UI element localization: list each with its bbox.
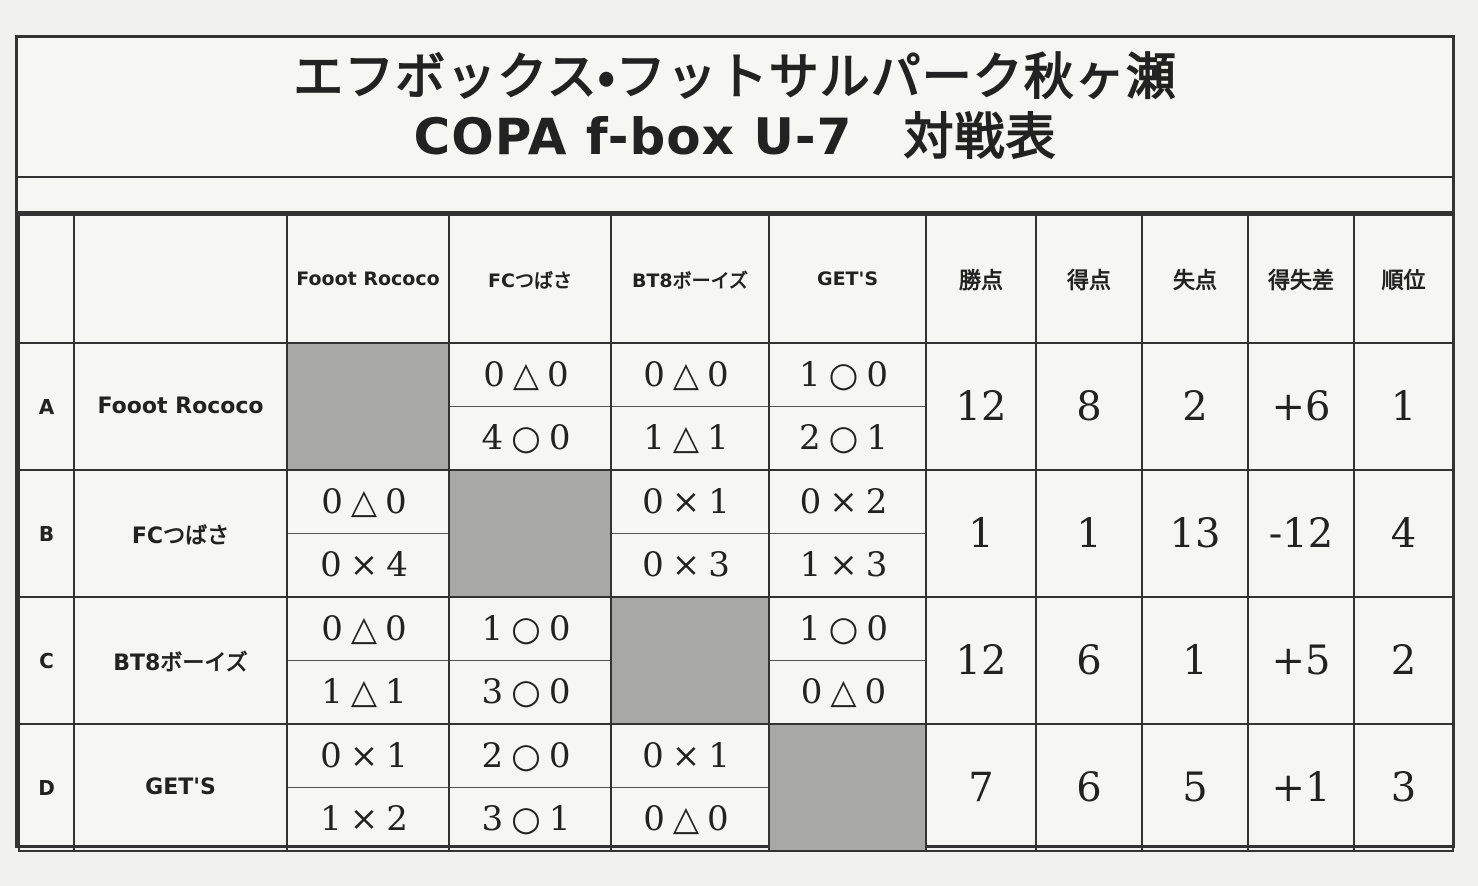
- self-match-cell: [286, 342, 450, 471]
- match-result: 4○0: [481, 418, 579, 458]
- match-result: 0△0: [288, 598, 448, 661]
- stat-value: +1: [1247, 723, 1355, 852]
- stat-value: 5: [1141, 723, 1249, 852]
- group-key: C: [18, 596, 75, 725]
- team-name: FCつばさ: [73, 469, 288, 598]
- match-cell: 1○0 2○1: [768, 342, 927, 471]
- match-result: 0×4: [320, 545, 416, 585]
- stat-value: +5: [1247, 596, 1355, 725]
- team-row: D GET'S 0×1 1×2 2○0 3○1 0×1 0△0 7 6 5 +1 3: [18, 723, 1454, 852]
- match-result: 1○0: [450, 598, 610, 661]
- match-cell: 0×1 1×2: [286, 723, 450, 852]
- group-key: D: [18, 723, 75, 852]
- match-result: 0△0: [450, 344, 610, 407]
- stat-value: 13: [1141, 469, 1249, 598]
- match-cell: 0△0 1△1: [610, 342, 770, 471]
- corner-cell: [18, 214, 75, 344]
- stat-value: 1: [1035, 469, 1143, 598]
- stat-value: 4: [1353, 469, 1454, 598]
- match-cell: 0△0 4○0: [448, 342, 612, 471]
- match-result: 0×3: [642, 545, 738, 585]
- stat-value: 12: [925, 596, 1037, 725]
- title-line: COPA f-box U-7 対戦表: [413, 108, 1057, 166]
- team-row: B FCつばさ 0△0 0×4 0×1 0×3 0×2 1×3 1 1 13 -12 4: [18, 469, 1454, 598]
- stat-header: 勝点: [925, 214, 1037, 344]
- match-result: 1△1: [643, 418, 737, 458]
- team-row: C BT8ボーイズ 0△0 1△1 1○0 3○0 1○0 0△0 12 6 1 +5 2: [18, 596, 1454, 725]
- team-header: Fooot Rococo: [286, 214, 450, 344]
- match-result: 0△0: [800, 672, 895, 712]
- match-result: 1×2: [320, 799, 416, 839]
- stat-header: 順位: [1353, 214, 1454, 344]
- match-cell: 0△0 0×4: [286, 469, 450, 598]
- title-block: エフボックス・フットサルパーク秋ヶ瀬 COPA f-box U-7 対戦表: [18, 38, 1452, 178]
- match-result: 1×3: [799, 545, 896, 585]
- stat-value: 7: [925, 723, 1037, 852]
- results-table: Fooot Rococo FCつばさ BT8ボーイズ GET'S 勝点 得点 失点 得失差 順位…: [18, 214, 1454, 852]
- match-result: 3○1: [481, 799, 579, 839]
- stat-value: 2: [1353, 596, 1454, 725]
- match-cell: 2○0 3○1: [448, 723, 612, 852]
- stat-value: 8: [1035, 342, 1143, 471]
- team-header: FCつばさ: [448, 214, 612, 344]
- match-cell: 0×1 0△0: [610, 723, 770, 852]
- group-key: B: [18, 469, 75, 598]
- team-name: BT8ボーイズ: [73, 596, 288, 725]
- corner-cell: [73, 214, 288, 344]
- team-row: A Fooot Rococo 0△0 4○0 0△0 1△1 1○0 2○1 12 8 2 +6 1: [18, 342, 1454, 471]
- match-cell: 0△0 1△1: [286, 596, 450, 725]
- match-cell: 0×1 0×3: [610, 469, 770, 598]
- stat-header: 得点: [1035, 214, 1143, 344]
- match-result: 0△0: [612, 344, 768, 407]
- table-body: Fooot Rococo FCつばさ BT8ボーイズ GET'S 勝点 得点 失点 得失差 順位…: [18, 214, 1454, 852]
- match-result: 0×1: [612, 471, 768, 534]
- match-result: 2○0: [450, 725, 610, 788]
- stat-header: 得失差: [1247, 214, 1355, 344]
- stat-value: 1: [1353, 342, 1454, 471]
- stat-value: 3: [1353, 723, 1454, 852]
- header-row: Fooot Rococo FCつばさ BT8ボーイズ GET'S 勝点 得点 失点 得失差 順位: [18, 214, 1454, 344]
- stat-value: +6: [1247, 342, 1355, 471]
- stat-value: 1: [925, 469, 1037, 598]
- self-match-cell: [610, 596, 770, 725]
- stat-value: 2: [1141, 342, 1249, 471]
- title-line: エフボックス・フットサルパーク秋ヶ瀬: [293, 48, 1177, 106]
- spacer-strip: [18, 178, 1452, 214]
- match-result: 0△0: [288, 471, 448, 534]
- self-match-cell: [448, 469, 612, 598]
- match-result: 2○1: [799, 418, 896, 458]
- stat-value: -12: [1247, 469, 1355, 598]
- stat-value: 6: [1035, 723, 1143, 852]
- match-cell: 1○0 3○0: [448, 596, 612, 725]
- stat-value: 12: [925, 342, 1037, 471]
- stat-header: 失点: [1141, 214, 1249, 344]
- match-result: 0×2: [770, 471, 925, 534]
- sheet: エフボックス・フットサルパーク秋ヶ瀬 COPA f-box U-7 対戦表 Fo…: [15, 35, 1455, 852]
- match-result: 0△0: [643, 799, 737, 839]
- match-result: 0×1: [288, 725, 448, 788]
- match-cell: 0×2 1×3: [768, 469, 927, 598]
- match-cell: 1○0 0△0: [768, 596, 927, 725]
- match-result: 1△1: [321, 672, 415, 712]
- self-match-cell: [768, 723, 927, 852]
- group-key: A: [18, 342, 75, 471]
- match-result: 0×1: [612, 725, 768, 788]
- team-header: GET'S: [768, 214, 927, 344]
- team-name: Fooot Rococo: [73, 342, 288, 471]
- match-result: 1○0: [770, 344, 925, 407]
- match-result: 3○0: [481, 672, 579, 712]
- stat-value: 1: [1141, 596, 1249, 725]
- stat-value: 6: [1035, 596, 1143, 725]
- match-result: 1○0: [770, 598, 925, 661]
- team-header: BT8ボーイズ: [610, 214, 770, 344]
- team-name: GET'S: [73, 723, 288, 852]
